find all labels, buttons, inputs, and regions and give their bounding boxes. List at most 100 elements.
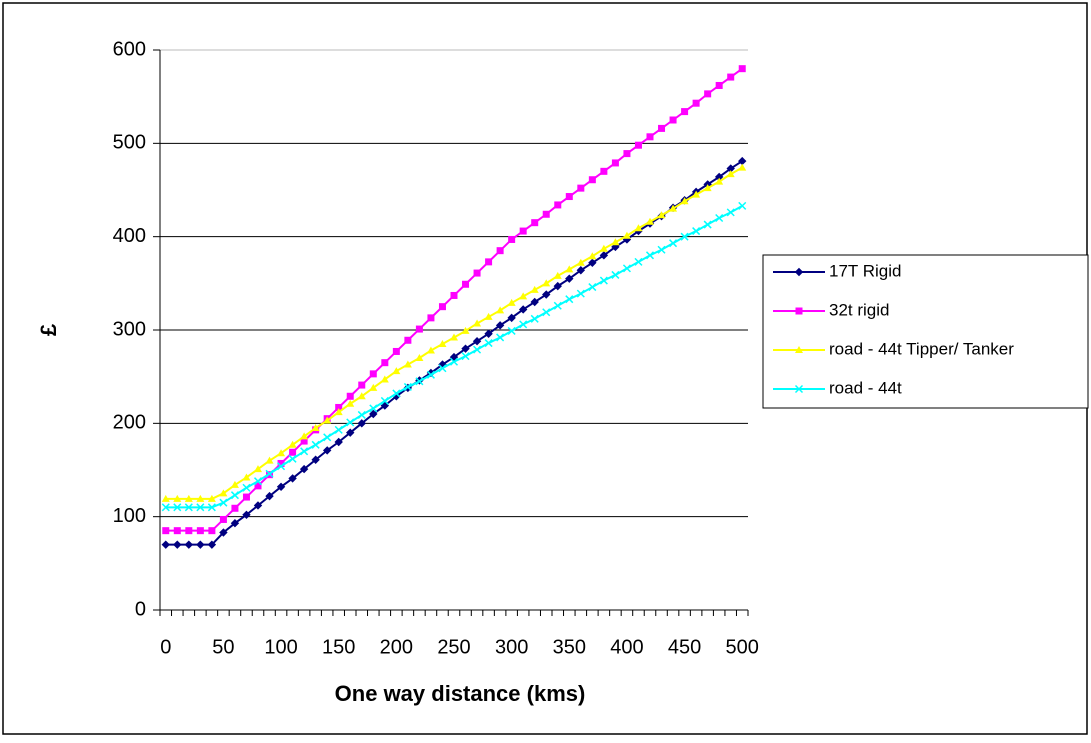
data-point [299, 464, 309, 474]
data-point [311, 440, 320, 449]
data-point [196, 527, 204, 535]
data-point [634, 257, 643, 266]
data-point [495, 321, 505, 330]
data-point [196, 540, 205, 549]
y-tick-label: 500 [113, 132, 146, 154]
data-point [254, 482, 262, 490]
data-point [472, 336, 482, 346]
data-point [715, 177, 724, 185]
data-point [265, 491, 274, 501]
data-point [508, 235, 516, 243]
data-point [334, 437, 343, 447]
x-tick-label: 500 [726, 636, 759, 658]
data-point [300, 437, 308, 445]
data-point [415, 377, 424, 386]
data-point [277, 459, 285, 467]
data-point [485, 258, 493, 266]
data-point [473, 319, 482, 327]
data-point [507, 313, 516, 323]
data-point [565, 265, 574, 273]
data-point [600, 167, 608, 175]
legend-label: road - 44t Tipper/ Tanker [829, 339, 1014, 358]
data-point [253, 501, 263, 510]
data-point [357, 419, 366, 428]
data-point [484, 312, 493, 320]
data-point [692, 190, 701, 198]
data-point [277, 462, 286, 471]
data-point [242, 493, 250, 501]
data-point [669, 239, 678, 248]
y-tick-label: 300 [113, 318, 146, 340]
data-point [692, 227, 701, 236]
data-point [531, 219, 539, 227]
legend-marker [795, 346, 803, 353]
data-point [518, 305, 528, 314]
data-point [726, 208, 735, 217]
data-point [173, 494, 182, 502]
data-point [542, 210, 550, 218]
x-tick-label: 300 [495, 636, 528, 658]
data-point [219, 498, 228, 507]
data-point [657, 245, 666, 254]
data-point [680, 232, 689, 241]
data-point [634, 224, 643, 232]
data-point [611, 159, 619, 167]
data-point [507, 326, 516, 335]
data-point [438, 340, 447, 347]
data-point [450, 333, 458, 341]
data-point [449, 352, 459, 362]
data-point [230, 480, 239, 488]
data-point [553, 301, 562, 310]
data-point [542, 279, 551, 287]
data-point [207, 540, 217, 549]
data-point [680, 197, 689, 205]
data-point [703, 184, 712, 192]
data-point [507, 298, 516, 306]
data-point [369, 383, 378, 391]
data-point [738, 163, 747, 171]
legend-marker [794, 384, 804, 394]
data-point [530, 285, 539, 293]
data-point [335, 403, 343, 411]
data-point [196, 503, 205, 512]
data-point [438, 303, 446, 311]
data-point [658, 124, 666, 132]
data-point [692, 99, 700, 107]
x-tick-label: 50 [212, 636, 234, 658]
data-point [242, 483, 251, 492]
data-point [553, 271, 562, 279]
data-point [565, 295, 574, 304]
data-point [392, 347, 400, 355]
data-point [715, 213, 724, 223]
data-point [553, 281, 562, 291]
data-point [496, 333, 505, 342]
data-point [738, 201, 747, 210]
data-point [519, 320, 528, 329]
data-point [565, 193, 573, 201]
data-point [415, 325, 423, 333]
data-point [530, 314, 539, 323]
data-point [576, 258, 585, 266]
data-point [207, 494, 216, 502]
data-point [519, 292, 528, 300]
data-point [426, 370, 435, 379]
data-point [519, 227, 527, 235]
y-tick-label: 0 [135, 598, 146, 620]
y-axis-label: £ [36, 323, 61, 336]
data-point [576, 266, 586, 275]
data-point [381, 359, 389, 367]
data-point [554, 201, 562, 209]
data-point [300, 432, 309, 440]
data-point [588, 176, 596, 184]
legend-box [762, 254, 1089, 409]
data-point [369, 409, 378, 419]
data-point [726, 170, 735, 178]
data-point [161, 494, 170, 502]
data-point [288, 454, 297, 463]
data-point [346, 428, 355, 437]
data-point [380, 396, 389, 405]
data-point [288, 440, 297, 448]
x-tick-label: 350 [553, 636, 586, 658]
x-axis-label: One way distance (kms) [335, 681, 586, 706]
